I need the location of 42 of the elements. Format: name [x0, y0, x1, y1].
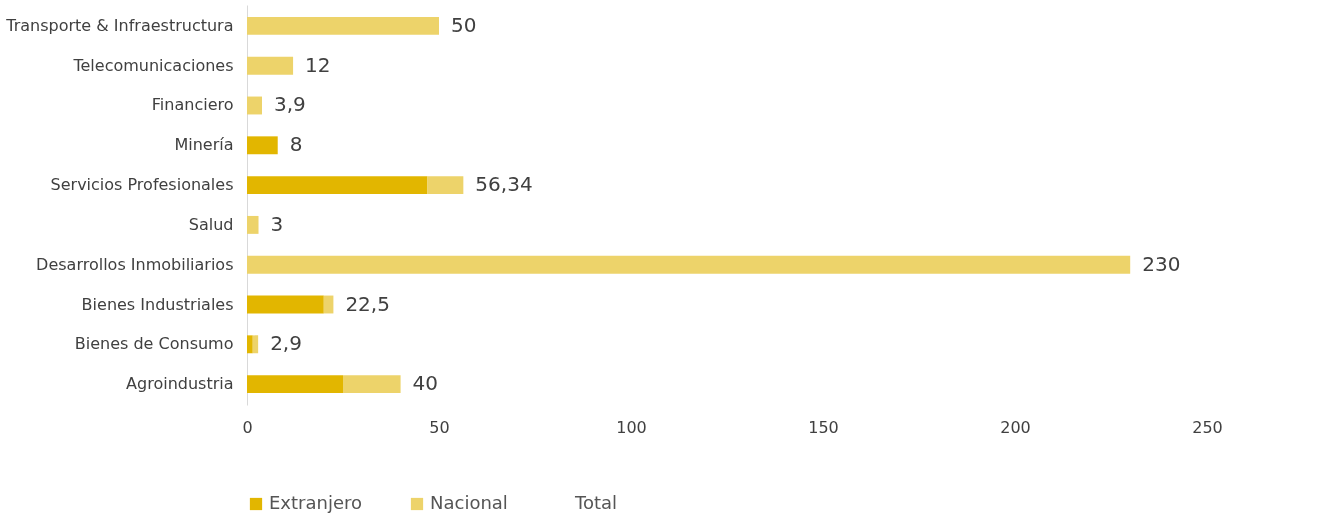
y-tick-label: Bienes de Consumo [74, 334, 234, 354]
y-tick-label: Bienes Industriales [81, 294, 234, 314]
y-tick-label: Minería [174, 135, 234, 155]
bar [252, 335, 259, 354]
total-label: 12 [305, 52, 331, 77]
bar [247, 295, 324, 314]
total-label: 50 [451, 12, 477, 37]
bar [247, 136, 278, 155]
bar [247, 56, 294, 75]
x-tick-label: 250 [1192, 417, 1223, 437]
y-tick-label: Agroindustria [126, 374, 234, 394]
x-tick-label: 200 [1000, 417, 1031, 437]
y-tick-label: Desarrollos Inmobiliarios [36, 254, 234, 274]
total-label: 22,5 [345, 291, 390, 316]
x-tick-label: 0 [242, 417, 253, 437]
bar [247, 96, 262, 115]
bar [247, 335, 253, 354]
y-tick-label: Telecomunicaciones [72, 55, 234, 75]
bar [427, 176, 464, 195]
y-tick-label: Financiero [151, 95, 234, 115]
text: Total [574, 492, 618, 513]
bar [247, 215, 259, 234]
legend-label: Nacional [430, 492, 508, 513]
total-label: 2,9 [270, 331, 302, 356]
total-label: 40 [412, 371, 439, 396]
bar [247, 16, 439, 35]
total-label: 3,9 [273, 92, 306, 117]
y-tick-label: Salud [188, 214, 234, 234]
total-label: 230 [1142, 251, 1181, 276]
total-label: 56,34 [475, 172, 533, 197]
bar [247, 375, 343, 394]
x-tick-label: 150 [808, 417, 839, 437]
bar [247, 255, 1131, 274]
bar [343, 375, 401, 394]
y-tick-label: Servicios Profesionales [50, 175, 234, 195]
x-tick-label: 100 [616, 417, 647, 437]
legend-label: Extranjero [269, 492, 363, 513]
total-label: 8 [289, 132, 303, 157]
x-tick-label: 50 [429, 417, 450, 437]
total-label: 3 [270, 211, 284, 236]
y-tick-label: Transporte & Infraestructura [5, 15, 234, 35]
bar [247, 176, 428, 195]
